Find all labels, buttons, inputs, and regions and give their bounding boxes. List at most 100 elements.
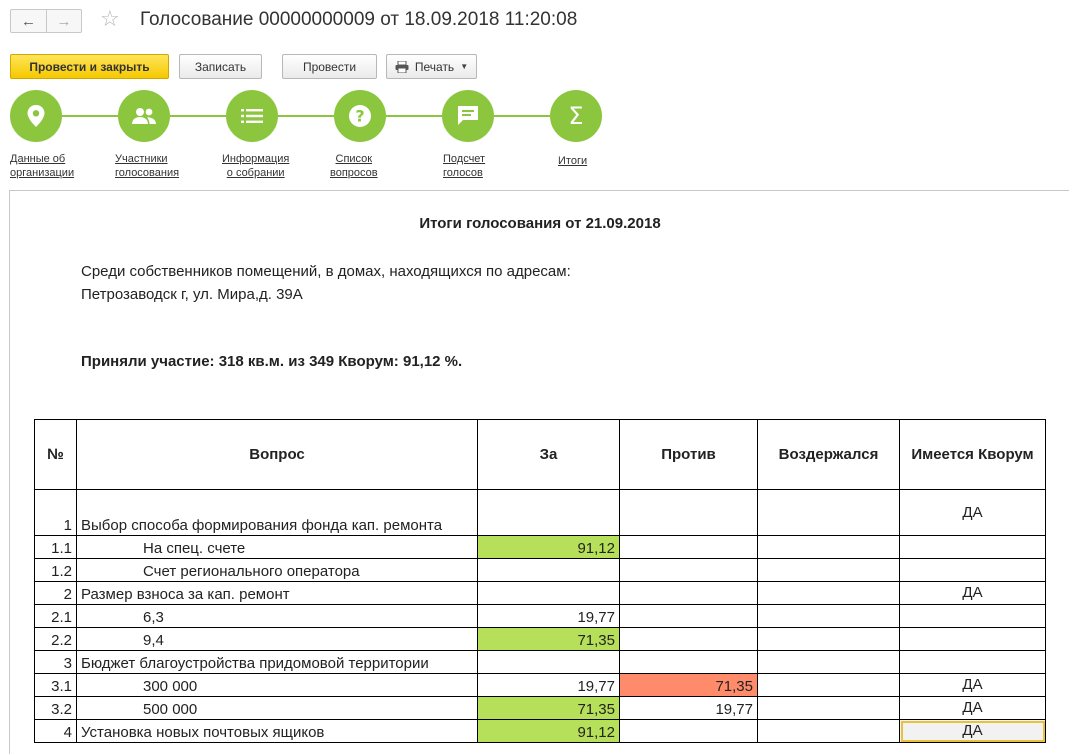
report-intro-line2: Петрозаводск г, ул. Мира,д. 39А [81, 286, 303, 303]
row-against [619, 489, 758, 536]
step-connector [278, 115, 334, 117]
table-row: 1.2 Счет регионального оператора [34, 558, 1046, 582]
step-organization[interactable] [10, 90, 62, 142]
row-abstained [757, 673, 900, 697]
step-connector [386, 115, 442, 117]
row-against [619, 581, 758, 605]
row-quorum: ДА [899, 696, 1046, 720]
step-results[interactable]: Σ [550, 90, 602, 142]
table-row: 3.2 500 000 71,35 19,77 ДА [34, 696, 1046, 720]
report-summary: Приняли участие: 318 кв.м. из 349 Кворум… [81, 353, 463, 370]
svg-text:?: ? [355, 107, 364, 126]
step-label-vote-count[interactable]: Подсчет голосов [443, 153, 486, 179]
header-against: Против [619, 419, 758, 490]
row-num: 2.1 [34, 604, 77, 628]
table-row: 1 Выбор способа формирования фонда кап. … [34, 489, 1046, 536]
row-question: На спец. счете [76, 535, 478, 559]
row-for [477, 650, 620, 674]
back-arrow-icon[interactable]: ← [21, 12, 36, 30]
step-label-questions[interactable]: Список вопросов [330, 153, 378, 179]
row-num: 1 [34, 489, 77, 536]
print-button[interactable]: Печать ▼ [386, 54, 477, 79]
row-num: 3.2 [34, 696, 77, 720]
row-abstained [757, 535, 900, 559]
row-question: Бюджет благоустройства придомовой террит… [76, 650, 478, 674]
row-for: 19,77 [477, 673, 620, 697]
row-abstained [757, 558, 900, 582]
post-button[interactable]: Провести [282, 54, 377, 79]
step-participants[interactable] [118, 90, 170, 142]
sigma-icon: Σ [568, 102, 584, 130]
header-question: Вопрос [76, 419, 478, 490]
row-against [619, 650, 758, 674]
step-label-organization[interactable]: Данные об организации [10, 153, 75, 179]
table-row: 1.1 На спец. счете 91,12 [34, 535, 1046, 559]
row-for [477, 581, 620, 605]
report-document: Итоги голосования от 21.09.2018 Среди со… [9, 190, 1069, 754]
row-quorum: ДА [899, 673, 1046, 697]
row-question: Размер взноса за кап. ремонт [76, 581, 478, 605]
window-title: Голосование 00000000009 от 18.09.2018 11… [140, 9, 578, 30]
row-for: 91,12 [477, 535, 620, 559]
favorite-star-icon[interactable]: ☆ [100, 6, 120, 31]
table-row: 3 Бюджет благоустройства придомовой терр… [34, 650, 1046, 674]
post-label: Провести [302, 59, 357, 74]
row-quorum: ДА [899, 489, 1046, 536]
row-question: 6,3 [76, 604, 478, 628]
row-against [619, 627, 758, 651]
step-connector [494, 115, 550, 117]
row-quorum-selected-cell[interactable]: ДА [899, 719, 1046, 743]
row-against: 19,77 [619, 696, 758, 720]
row-question: 500 000 [76, 696, 478, 720]
table-row: 3.1 300 000 19,77 71,35 ДА [34, 673, 1046, 697]
row-quorum [899, 558, 1046, 582]
table-row: 4 Установка новых почтовых ящиков 91,12 … [34, 719, 1046, 743]
row-for: 19,77 [477, 604, 620, 628]
row-question: 9,4 [76, 627, 478, 651]
row-for [477, 558, 620, 582]
step-vote-count[interactable] [442, 90, 494, 142]
row-against [619, 604, 758, 628]
step-meeting-info[interactable] [226, 90, 278, 142]
row-abstained [757, 696, 900, 720]
row-quorum: ДА [899, 581, 1046, 605]
row-quorum [899, 650, 1046, 674]
row-question: Счет регионального оператора [76, 558, 478, 582]
row-abstained [757, 719, 900, 743]
print-label: Печать [414, 59, 455, 74]
step-label-meeting-info[interactable]: Информация о собрании [222, 153, 290, 179]
row-question: 300 000 [76, 673, 478, 697]
forward-arrow-icon[interactable]: → [46, 10, 81, 32]
row-quorum [899, 535, 1046, 559]
wizard-stepper: ? Σ Данные об организации Участники голо… [0, 88, 1069, 188]
row-num: 3.1 [34, 673, 77, 697]
row-num: 2.2 [34, 627, 77, 651]
row-abstained [757, 604, 900, 628]
nav-buttons: ← → [10, 9, 82, 33]
row-for: 71,35 [477, 627, 620, 651]
table-row: 2.2 9,4 71,35 [34, 627, 1046, 651]
row-abstained [757, 489, 900, 536]
people-icon [132, 108, 156, 124]
step-questions[interactable]: ? [334, 90, 386, 142]
post-and-close-button[interactable]: Провести и закрыть [10, 54, 169, 79]
save-label: Записать [194, 59, 247, 74]
step-label-participants[interactable]: Участники голосования [115, 153, 180, 179]
step-connector [170, 115, 226, 117]
row-abstained [757, 650, 900, 674]
report-title: Итоги голосования от 21.09.2018 [419, 215, 661, 232]
results-table: № Вопрос За Против Воздержался Имеется К… [34, 419, 1046, 743]
table-header-row: № Вопрос За Против Воздержался Имеется К… [34, 419, 1046, 490]
row-num: 1.1 [34, 535, 77, 559]
row-for: 91,12 [477, 719, 620, 743]
row-against [619, 719, 758, 743]
question-icon: ? [349, 105, 371, 127]
row-against [619, 535, 758, 559]
row-num: 3 [34, 650, 77, 674]
row-abstained [757, 581, 900, 605]
header-abstained: Воздержался [757, 419, 900, 490]
step-label-results[interactable]: Итоги [558, 155, 588, 167]
save-button[interactable]: Записать [179, 54, 262, 79]
header-num: № [34, 419, 77, 490]
row-quorum [899, 604, 1046, 628]
